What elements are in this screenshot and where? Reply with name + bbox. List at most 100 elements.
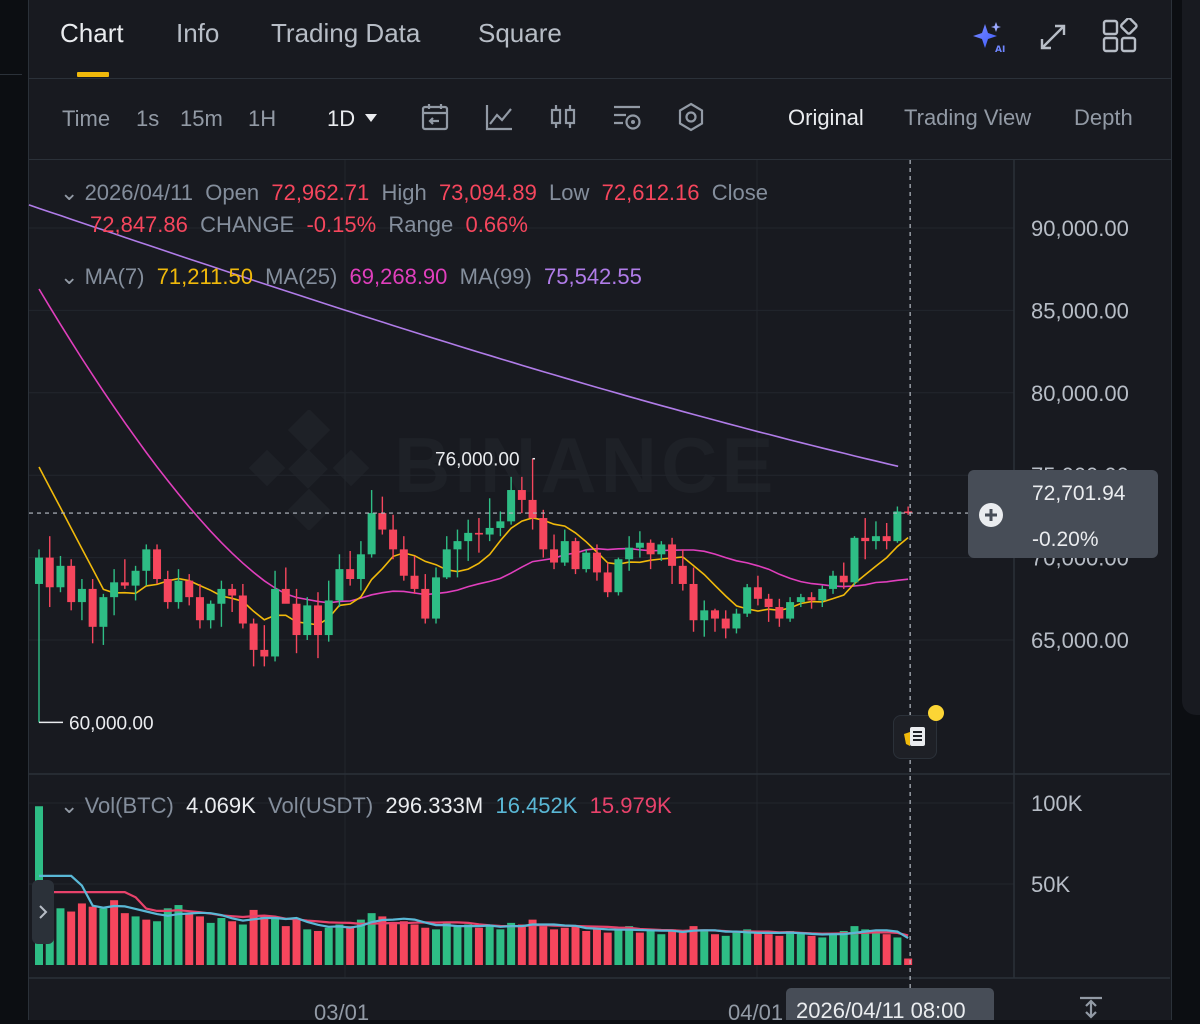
fullscreen-icon[interactable] <box>1034 18 1072 56</box>
volume-bar <box>668 929 677 965</box>
candle-body <box>88 588 97 627</box>
vol-ma10-line <box>39 891 909 937</box>
interval-1s[interactable]: 1s <box>136 106 160 131</box>
volume-bar <box>657 934 666 965</box>
chart-type-original[interactable]: Original <box>788 105 864 130</box>
volume-bar <box>195 916 204 965</box>
volume-bar <box>700 929 709 965</box>
side-divider <box>0 74 22 75</box>
volume-bar <box>271 918 280 965</box>
volume-bar <box>625 926 634 965</box>
candle-body <box>185 580 194 598</box>
volume-bar <box>453 926 462 965</box>
candle-body <box>346 569 355 580</box>
vol-btc-label: Vol(BTC) <box>84 793 174 818</box>
volume-bar <box>67 911 76 965</box>
volume-bar <box>850 926 859 965</box>
ai-sparkle-icon[interactable]: AI <box>969 18 1007 56</box>
candle-body <box>260 649 269 657</box>
candle-body <box>668 544 677 566</box>
volume-bar <box>99 908 108 965</box>
candle-body <box>592 552 601 573</box>
candle-body <box>614 559 623 593</box>
indicator-line-icon[interactable] <box>483 101 515 133</box>
volume-bar <box>206 922 215 965</box>
candle-body <box>131 570 140 586</box>
volume-bar <box>185 913 194 965</box>
volume-legend: ⌄ Vol(BTC) 4.069K Vol(USDT) 296.333M 16.… <box>60 793 672 819</box>
candle-body <box>120 582 129 586</box>
chart-type-depth[interactable]: Depth <box>1074 105 1133 130</box>
chart-settings-icon[interactable] <box>611 101 643 133</box>
candle-body <box>635 542 644 548</box>
ohlc-date: 2026/04/11 <box>84 180 194 205</box>
interval-time[interactable]: Time <box>62 106 111 131</box>
volume-bar <box>775 935 784 965</box>
calendar-icon[interactable] <box>419 101 451 133</box>
candle-body <box>153 549 162 580</box>
candle-body <box>732 613 741 629</box>
low-annotation-label: 60,000.00 <box>69 713 154 734</box>
candle-body <box>249 623 258 650</box>
candle-body <box>206 603 215 621</box>
candle-type-icon[interactable] <box>547 101 579 133</box>
tab-square[interactable]: Square <box>478 18 562 48</box>
volume-bar <box>786 930 795 965</box>
volume-bar <box>346 926 355 965</box>
vol-collapse-chevron-icon[interactable]: ⌄ <box>60 793 79 818</box>
candle-body <box>507 490 516 522</box>
candle-body <box>67 565 76 603</box>
volume-bar <box>764 934 773 965</box>
candle-body <box>625 547 634 560</box>
volume-bar <box>743 929 752 965</box>
resize-panel-icon[interactable] <box>1076 995 1106 1020</box>
volume-bar <box>356 919 365 965</box>
candle-body <box>775 607 784 619</box>
tab-info[interactable]: Info <box>176 18 220 48</box>
candle-body <box>882 536 891 542</box>
volume-bar <box>432 929 441 965</box>
interval-1h[interactable]: 1H <box>248 106 277 131</box>
caret-down-icon[interactable] <box>363 112 379 124</box>
interval-1d-selected[interactable]: 1D <box>327 106 356 131</box>
candle-body <box>829 575 838 589</box>
volume-bar <box>324 927 333 965</box>
interval-15m[interactable]: 15m <box>180 106 223 131</box>
candle-body <box>35 557 43 584</box>
range-label: Range <box>388 212 454 237</box>
volume-bar <box>646 930 655 965</box>
volume-bar <box>528 919 537 965</box>
volume-bar <box>539 926 548 965</box>
volume-bar <box>410 924 419 965</box>
ohlc-legend-row2: 72,847.86 CHANGE -0.15% Range 0.66% <box>90 212 528 238</box>
candle-body <box>292 603 301 636</box>
volume-bar <box>260 916 269 965</box>
layout-grid-icon[interactable] <box>1101 18 1139 56</box>
tab-chart[interactable]: Chart <box>60 18 124 48</box>
expand-side-handle[interactable] <box>32 880 54 944</box>
ohlc-legend-row1: ⌄ 2026/04/11 Open 72,962.71 High 73,094.… <box>60 180 768 206</box>
collapse-chevron-icon[interactable]: ⌄ <box>60 180 79 205</box>
chart-type-trading-view[interactable]: Trading View <box>904 105 1032 130</box>
candle-body <box>603 572 612 593</box>
volume-bar <box>485 926 494 965</box>
tab-trading-data[interactable]: Trading Data <box>271 18 421 48</box>
volume-bar <box>818 937 827 965</box>
vol-ma5-line <box>39 874 909 940</box>
volume-bar <box>110 900 119 965</box>
ma-collapse-chevron-icon[interactable]: ⌄ <box>60 264 79 289</box>
price-tick-label: 65,000.00 <box>1031 628 1129 653</box>
news-button[interactable] <box>893 715 937 759</box>
candle-body <box>56 565 65 588</box>
volume-tick-label: 100K <box>1031 791 1083 816</box>
add-alert-plus-icon[interactable] <box>978 502 1004 528</box>
volume-bar <box>464 924 473 965</box>
drawing-tools-icon[interactable] <box>675 101 707 133</box>
candle-body <box>485 527 494 535</box>
volume-bar <box>904 958 913 965</box>
volume-bar <box>807 935 816 965</box>
candle-body <box>753 587 762 599</box>
volume-bar <box>571 926 580 965</box>
candle-body <box>807 597 816 601</box>
candle-body <box>367 513 376 555</box>
